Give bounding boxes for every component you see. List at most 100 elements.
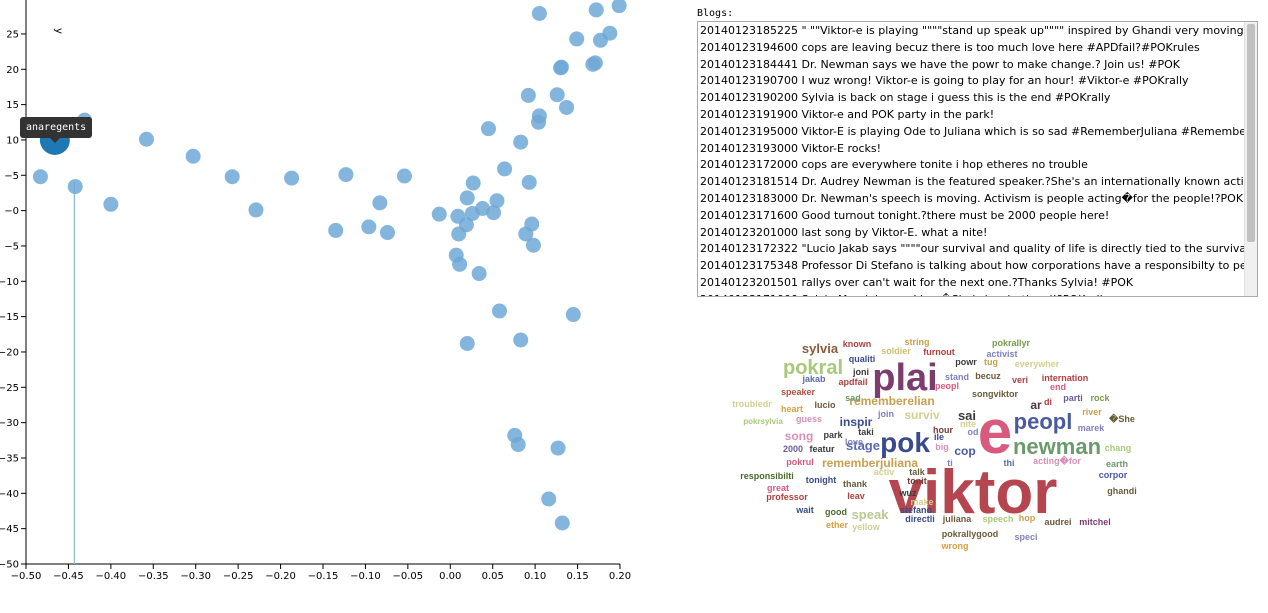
scatter-point[interactable] (525, 237, 541, 253)
scatter-point[interactable] (459, 335, 475, 351)
cloud-word: stand (945, 372, 969, 382)
scatter-point[interactable] (486, 205, 502, 221)
scatter-point[interactable] (588, 2, 604, 18)
cloud-word: tug (984, 357, 998, 367)
scatter-point[interactable] (550, 440, 566, 456)
cloud-word: activist (986, 349, 1017, 359)
blog-line: 20140123171000 Sylvia Marek is speaking … (700, 292, 1244, 296)
scatter-point[interactable] (510, 437, 526, 453)
cloud-word: plai (872, 357, 937, 399)
blog-line: 20140123171600 Good turnout tonight.?the… (700, 208, 1110, 222)
x-tick-label: 0.20 (609, 571, 631, 582)
scatter-point[interactable] (248, 202, 264, 218)
scatter-point[interactable] (520, 87, 536, 103)
scatter-point[interactable] (513, 332, 529, 348)
cloud-word: yellow (852, 522, 881, 532)
cloud-word: speak (852, 507, 890, 522)
blog-line: 20140123185225 " ""Viktor-e is playing "… (700, 24, 1244, 37)
cloud-word: cop (954, 444, 975, 458)
blog-line: 20140123175348 Professor Di Stefano is t… (700, 259, 1244, 273)
scatter-point[interactable] (587, 55, 603, 71)
scatter-point[interactable] (569, 31, 585, 47)
scatter-point[interactable] (521, 174, 537, 190)
scatter-point[interactable] (185, 148, 201, 164)
scatter-point[interactable] (565, 307, 581, 323)
y-tick-label: −25 (0, 383, 19, 394)
scatter-point[interactable] (611, 0, 627, 14)
cloud-word: acting�for (1033, 455, 1081, 466)
cloud-word: pokral (783, 357, 843, 379)
blog-line: 20140123201501 rallys over can't wait fo… (700, 275, 1134, 289)
cloud-word: powr (955, 357, 977, 367)
scatter-point[interactable] (553, 59, 569, 75)
scatter-point[interactable] (489, 193, 505, 209)
scatter-point[interactable] (224, 169, 240, 185)
scatter-point[interactable] (531, 5, 547, 21)
scatter-point[interactable] (602, 25, 618, 41)
x-tick-label: −0.20 (265, 571, 296, 582)
x-tick-label: 0.10 (524, 571, 546, 582)
scatter-point[interactable] (465, 175, 481, 191)
cloud-word: hour (933, 425, 953, 435)
cloud-word: taki (858, 427, 874, 437)
blog-line: 20140123190200 Sylvia is back on stage i… (700, 91, 1111, 105)
cloud-word: great (767, 483, 789, 493)
scatter-point[interactable] (492, 303, 508, 319)
blogs-scrollbar[interactable] (1244, 22, 1257, 296)
x-tick-label: 0.15 (566, 571, 588, 582)
blog-line: 20140123172000 cops are everywhere tonit… (700, 158, 1088, 172)
blog-line: 20140123190700 I wuz wrong! Viktor-e is … (700, 74, 1189, 88)
scatter-point[interactable] (372, 195, 388, 211)
scatter-point[interactable] (452, 256, 468, 272)
blogs-textarea[interactable]: 20140123185225 " ""Viktor-e is playing "… (697, 21, 1258, 297)
cloud-word: rock (1090, 393, 1110, 403)
scatter-point[interactable] (67, 179, 83, 195)
blogs-list: 20140123185225 " ""Viktor-e is playing "… (700, 23, 1244, 296)
cloud-word: ile (934, 432, 944, 442)
cloud-word: inspir (840, 415, 873, 429)
cloud-word: river (1082, 407, 1102, 417)
cloud-word: tonight (806, 475, 837, 485)
cloud-word: peopl (935, 381, 959, 391)
cloud-word: marek (1078, 423, 1106, 433)
cloud-word: e (978, 398, 1012, 467)
cloud-word: apdfail (838, 377, 867, 387)
scatter-point[interactable] (513, 134, 529, 150)
cloud-word: peopl (1014, 409, 1073, 434)
cloud-word: thank (843, 479, 868, 489)
scatter-point[interactable] (541, 491, 557, 507)
scatter-point[interactable] (480, 121, 496, 137)
scatter-point[interactable] (361, 219, 377, 235)
scatter-point[interactable] (103, 196, 119, 212)
scatter-point[interactable] (284, 170, 300, 186)
cloud-word: speech (982, 514, 1013, 524)
scatter-point[interactable] (431, 206, 447, 222)
scatter-point[interactable] (328, 222, 344, 238)
cloud-word: parti (1063, 393, 1083, 403)
y-tick-label: −10 (0, 277, 19, 288)
scatter-point[interactable] (549, 87, 565, 103)
scatter-point[interactable] (471, 266, 487, 282)
scatter-point[interactable] (497, 161, 513, 177)
cloud-word: ti (947, 458, 953, 468)
scatter-point[interactable] (396, 168, 412, 184)
scatter-point[interactable] (524, 216, 540, 232)
cloud-word: veri (1012, 375, 1028, 385)
cloud-word: speaker (781, 387, 816, 397)
cloud-word: od (968, 427, 979, 437)
y-tick-label: −30 (0, 418, 19, 429)
y-tick-label: −5 (4, 171, 19, 182)
scatter-point[interactable] (32, 169, 48, 185)
scatter-point[interactable] (338, 167, 354, 183)
y-tick-label: −45 (0, 524, 19, 535)
cloud-word: thi (1004, 458, 1015, 468)
scatter-point[interactable] (138, 131, 154, 147)
scatter-point[interactable] (379, 225, 395, 241)
scatter-point[interactable] (458, 217, 474, 233)
scrollbar-thumb[interactable] (1247, 24, 1255, 242)
scatter-point[interactable] (554, 515, 570, 531)
scatter-point[interactable] (559, 99, 575, 115)
scatter-point[interactable] (459, 190, 475, 206)
cloud-word: join (877, 409, 894, 419)
scatter-point[interactable] (531, 108, 547, 124)
